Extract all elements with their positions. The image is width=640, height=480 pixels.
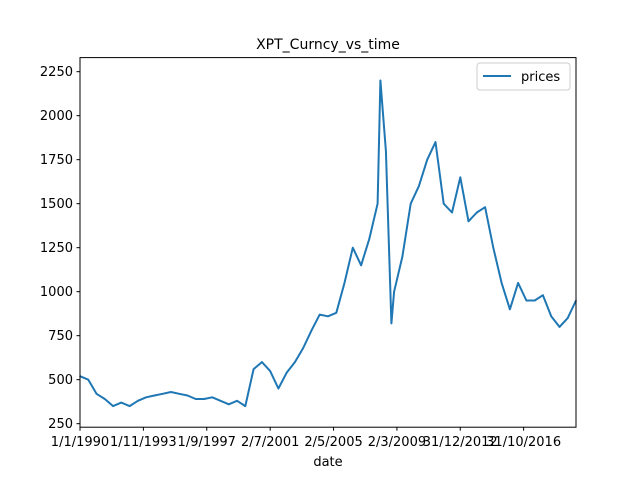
data-point: [153, 394, 156, 397]
x-tick-label: 2/5/2005: [304, 435, 362, 450]
data-point: [194, 398, 197, 400]
data-point: [467, 220, 470, 223]
y-tick-label: 2000: [40, 109, 73, 124]
data-point: [459, 176, 462, 179]
data-point: [302, 347, 305, 349]
data-point: [492, 246, 495, 249]
y-tick-label: 1750: [40, 153, 73, 168]
data-point: [219, 400, 222, 402]
y-tick-label: 500: [48, 373, 73, 388]
data-point: [401, 255, 404, 258]
data-point: [95, 393, 98, 395]
data-point: [426, 158, 429, 161]
data-point: [409, 202, 412, 205]
data-point: [484, 206, 486, 208]
data-point: [500, 282, 503, 284]
data-point: [244, 405, 247, 407]
data-point: [261, 361, 263, 363]
data-point: [509, 308, 511, 311]
data-point: [104, 398, 106, 400]
data-point: [385, 150, 387, 152]
data-point: [335, 312, 338, 314]
data-point: [310, 329, 313, 332]
data-point: [112, 405, 114, 407]
data-point: [517, 282, 519, 284]
data-point: [476, 211, 478, 214]
data-point: [451, 211, 453, 214]
data-point: [558, 326, 561, 328]
chart-title: XPT_Curncy_vs_time: [256, 37, 400, 53]
x-tick-label: 31/12/2012: [423, 435, 498, 450]
data-point: [252, 368, 255, 370]
y-tick-label: 1500: [40, 197, 73, 212]
data-point: [390, 322, 393, 325]
y-tick-label: 2250: [40, 65, 73, 80]
x-tick-label: 2/3/2009: [368, 435, 426, 450]
data-point: [533, 299, 536, 302]
data-point: [368, 238, 371, 240]
y-tick-label: 1000: [40, 285, 73, 300]
x-axis: 1/1/1990 1/11/1993 1/9/1997 2/7/2001 2/5/200…: [51, 427, 561, 450]
x-tick-label: 1/11/1993: [110, 435, 177, 450]
x-tick-label: 2/7/2001: [241, 435, 299, 450]
data-point: [379, 79, 382, 82]
data-point: [393, 290, 395, 293]
data-point: [327, 315, 329, 318]
data-point: [285, 371, 288, 374]
data-point: [343, 282, 346, 284]
plot-area: [79, 79, 577, 408]
y-tick-label: 1250: [40, 241, 73, 256]
legend-label: prices: [521, 70, 560, 85]
data-point: [170, 391, 172, 393]
series-line-prices: [79, 79, 577, 408]
data-point: [434, 141, 437, 143]
data-point: [418, 185, 420, 187]
data-point: [137, 400, 139, 402]
data-point: [525, 299, 528, 302]
y-axis: 250 500 750 1000 1250 1500 1750 2000 2250: [40, 65, 80, 432]
x-tick-label: 31/10/2016: [486, 435, 561, 450]
data-point: [352, 246, 354, 249]
legend-box: [476, 62, 571, 91]
plot-frame: [79, 57, 577, 428]
data-point: [360, 264, 362, 267]
data-point: [566, 317, 569, 319]
data-point: [550, 315, 552, 318]
data-point: [542, 294, 544, 297]
x-axis-label: date: [313, 455, 342, 470]
legend: prices: [476, 62, 571, 91]
x-tick-label: 1/9/1997: [178, 435, 236, 450]
data-point: [376, 202, 379, 205]
data-point: [145, 396, 147, 399]
y-tick-label: 250: [48, 417, 73, 432]
data-point: [120, 401, 123, 404]
data-point: [211, 396, 214, 399]
data-point: [161, 393, 164, 395]
data-point: [128, 405, 131, 407]
data-point: [228, 403, 230, 406]
x-tick-label: 1/1/1990: [51, 435, 109, 450]
data-point: [277, 387, 280, 390]
data-point: [178, 393, 180, 395]
data-point: [87, 378, 90, 381]
data-point: [186, 394, 189, 397]
y-tick-label: 750: [48, 329, 73, 344]
data-point: [203, 398, 205, 400]
data-point: [269, 370, 271, 372]
data-point: [294, 361, 296, 363]
data-point: [236, 400, 238, 402]
data-point: [442, 202, 445, 205]
data-point: [318, 313, 321, 316]
